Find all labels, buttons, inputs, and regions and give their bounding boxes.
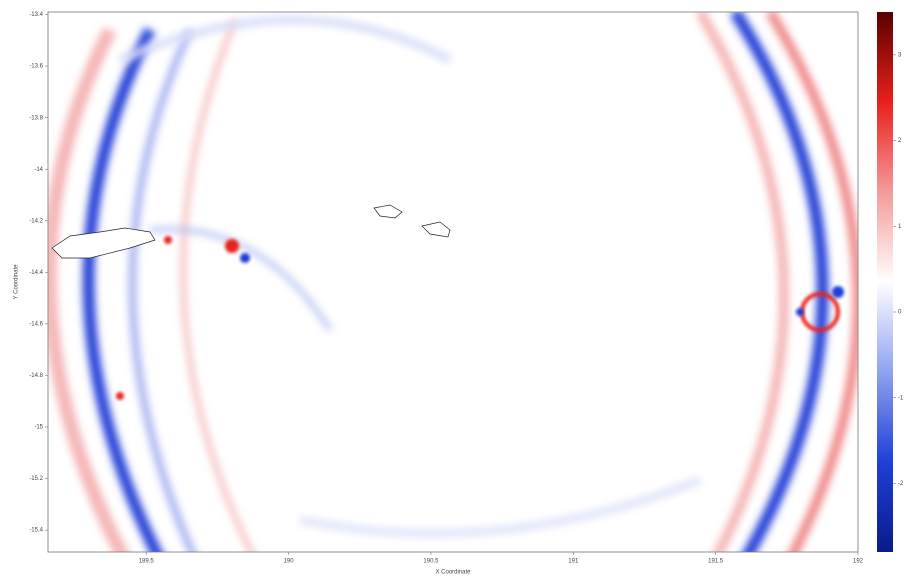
x-tick-label: 190 — [284, 559, 295, 565]
y-tick-label: -14.8 — [29, 373, 43, 379]
y-tick-label: -13.8 — [29, 115, 43, 121]
x-tick-label: 189.5 — [139, 559, 155, 565]
colorbar — [877, 12, 893, 552]
y-tick-label: -13.6 — [29, 64, 43, 70]
y-tick-label: -15.4 — [29, 528, 43, 534]
x-tick-label: 191.5 — [708, 559, 724, 565]
y-tick-label: -14.6 — [29, 321, 43, 327]
y-tick-label: -15.2 — [29, 476, 43, 482]
y-tick-label: -14 — [34, 167, 43, 173]
x-tick-label: 192 — [853, 559, 864, 565]
colorbar-tick-label: 1 — [898, 224, 902, 230]
x-axis-label: X Coordinate — [435, 570, 471, 576]
field — [48, 12, 858, 552]
colorbar-tick-label: -2 — [898, 481, 904, 487]
x-tick-label: 191 — [568, 559, 579, 565]
y-tick-label: -14.2 — [29, 218, 43, 224]
y-axis-label: Y Coordinate — [14, 264, 20, 300]
colorbar-tick-label: 2 — [898, 138, 902, 144]
colorbar-tick-label: -1 — [898, 395, 904, 401]
x-tick-label: 190.5 — [423, 559, 439, 565]
colorbar-tick-label: 0 — [898, 310, 902, 316]
y-tick-label: -13.4 — [29, 12, 43, 18]
plot-frame — [47, 11, 859, 553]
colorbar-tick-label: 3 — [898, 52, 902, 58]
y-tick-label: -14.4 — [29, 270, 43, 276]
y-tick-label: -15 — [34, 425, 43, 431]
